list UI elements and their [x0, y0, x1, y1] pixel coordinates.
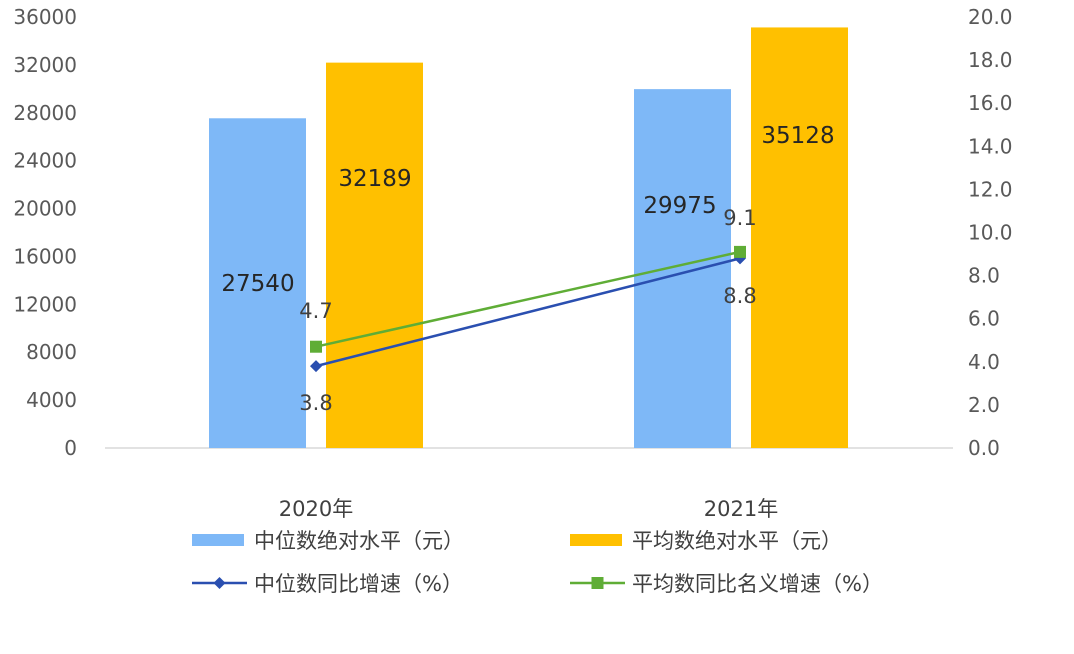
bar-median-0 [209, 118, 306, 448]
x-category-label: 2021年 [704, 497, 778, 521]
data-labels: 27540 29975 32189 35128 3.8 8.8 4.7 9.1 [221, 123, 834, 415]
bar-data-label: 27540 [221, 271, 294, 297]
line-point-diamond [310, 360, 322, 373]
bar-data-label: 35128 [761, 123, 834, 149]
y-left-tick-label: 28000 [13, 101, 77, 125]
y-right-tick-label: 16.0 [968, 91, 1013, 115]
legend-label: 平均数绝对水平（元） [632, 529, 842, 553]
y-right-tick-label: 12.0 [968, 177, 1013, 201]
bar-data-label: 32189 [338, 166, 411, 192]
legend-marker-diamond [213, 577, 226, 589]
line-data-label: 3.8 [299, 391, 332, 415]
y-left-tick-label: 16000 [13, 244, 77, 268]
y-right-tick-label: 0.0 [968, 436, 1000, 460]
line-data-label: 9.1 [723, 206, 756, 230]
legend-swatch [192, 534, 244, 546]
y-right-tick-label: 6.0 [968, 307, 1000, 331]
category-labels: 2020年 2021年 [279, 497, 778, 521]
line-point-square [734, 245, 746, 258]
y-left-tick-label: 12000 [13, 292, 77, 316]
y-left-tick-label: 24000 [13, 149, 77, 173]
right-axis-ticks: 0.0 2.0 4.0 6.0 8.0 10.0 12.0 14.0 16.0 18.0 20.0 [968, 5, 1013, 460]
line-data-label: 8.8 [723, 284, 756, 308]
y-right-tick-label: 14.0 [968, 134, 1013, 158]
y-right-tick-label: 10.0 [968, 221, 1013, 245]
legend-marker-square [591, 577, 604, 589]
legend-label: 中位数绝对水平（元） [254, 529, 464, 553]
y-left-tick-label: 20000 [13, 197, 77, 221]
legend-label: 平均数同比名义增速（%） [632, 572, 883, 596]
y-left-tick-label: 32000 [13, 53, 77, 77]
left-axis-ticks: 0 4000 8000 12000 16000 20000 24000 28000 32000 3… [13, 5, 77, 460]
y-right-tick-label: 8.0 [968, 264, 1000, 288]
bars [209, 27, 848, 449]
y-left-tick-label: 8000 [26, 340, 77, 364]
bar-mean-1 [751, 27, 848, 448]
bar-median-1 [634, 89, 731, 449]
y-right-tick-label: 18.0 [968, 48, 1013, 72]
bar-data-label: 29975 [643, 193, 716, 219]
line-median-growth [315, 257, 741, 368]
y-right-tick-label: 4.0 [968, 350, 1000, 374]
x-category-label: 2020年 [279, 497, 353, 521]
line-point-square [310, 340, 322, 353]
y-left-tick-label: 4000 [26, 388, 77, 412]
legend-label: 中位数同比增速（%） [254, 572, 463, 596]
line-data-label: 4.7 [299, 299, 332, 323]
y-left-tick-label: 0 [64, 436, 77, 460]
legend: 中位数绝对水平（元） 平均数绝对水平（元） 中位数同比增速（%） 平均数同比名义增速（… [192, 529, 883, 596]
y-right-tick-label: 20.0 [968, 5, 1013, 29]
bar-mean-0 [326, 62, 423, 449]
line-series [310, 245, 746, 373]
y-right-tick-label: 2.0 [968, 393, 1000, 417]
line-mean-growth [315, 250, 741, 348]
y-left-tick-label: 36000 [13, 5, 77, 29]
legend-swatch [570, 534, 622, 546]
